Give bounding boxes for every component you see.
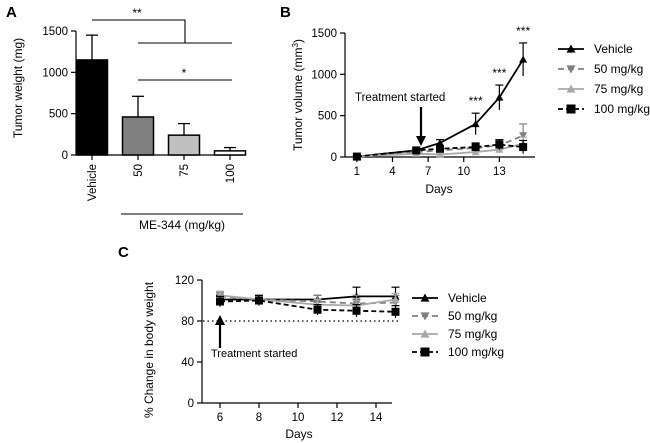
panel-c-data-point: [391, 307, 400, 316]
panel-b-series-line: [356, 134, 524, 158]
panel-b-data-point: [495, 140, 504, 149]
panel-b-legend-marker: [566, 44, 576, 53]
panel-c-legend: Vehicle 50 mg/kg 75 mg/kg 100 mg/kg: [412, 291, 504, 359]
panel-a-x-tick-label: 75: [179, 164, 191, 177]
panel-c-legend-marker: [420, 293, 430, 302]
panel-b-legend-label: 50 mg/kg: [594, 62, 643, 76]
panel-c-series-line: [219, 299, 396, 313]
panel-a-letter: A: [6, 4, 17, 21]
panel-c-legend-label: 100 mg/kg: [448, 345, 504, 359]
panel-b-x-tick-label: 4: [389, 166, 396, 178]
panel-b-annotation: Treatment started: [355, 92, 445, 104]
panel-b-sig-label: ***: [469, 94, 483, 108]
panel-a-y-tick-label: 1000: [42, 67, 68, 79]
panel-c-data-point: [391, 295, 400, 303]
panel-b-y-tick-label: 500: [318, 111, 337, 123]
panel-a: A Tumor weight (mg) 0 500 1000 1500 Vehicle…: [6, 4, 247, 232]
panel-c-x-tick-label: 14: [370, 412, 383, 424]
panel-b-x-tick-label: 10: [457, 166, 470, 178]
panel-c-series-3: [216, 294, 400, 318]
panel-c-y-tick-label: 0: [188, 398, 194, 410]
panel-b-y-tick-label: 1500: [311, 28, 337, 40]
panel-b-legend-marker: [566, 84, 576, 93]
panel-a-sig-label-1: **: [132, 6, 142, 20]
panel-b-legend-label: 100 mg/kg: [594, 102, 650, 116]
panel-c-x-tick-label: 12: [331, 412, 344, 424]
panel-b-legend-marker: [566, 65, 576, 74]
panel-c: C % Change in body weight 0 40 80 120 6 8 10 1…: [118, 244, 504, 441]
panel-b-sig-label: ***: [516, 24, 530, 38]
panel-a-sig-bracket-1: [92, 19, 186, 43]
panel-c-data-point: [216, 297, 224, 306]
panel-b-legend: Vehicle 50 mg/kg 75 mg/kg 100 mg/kg: [558, 42, 650, 116]
panel-c-x-tick-label: 10: [292, 412, 305, 424]
panel-b-y-axis-title-sup: 3: [291, 42, 300, 47]
panel-a-x-tick-label: 50: [133, 164, 145, 177]
panel-b-data-point: [436, 138, 444, 147]
panel-b-y-tick-label: 0: [331, 152, 337, 164]
panel-a-y-tick-label: 500: [49, 109, 68, 121]
panel-a-x-tick-label: 100: [225, 164, 237, 183]
panel-b-y-axis-title-end: ): [291, 39, 305, 43]
panel-b-data-point: [519, 55, 528, 63]
panel-a-x-axis-title: ME-344 (mg/kg): [139, 218, 225, 232]
panel-c-data-point: [313, 305, 322, 314]
panel-b-sig-label: ***: [492, 66, 506, 80]
panel-c-legend-marker: [420, 329, 430, 338]
panel-b-data-point: [471, 148, 480, 156]
panel-a-bar: [75, 59, 109, 156]
panel-b-data-point: [412, 146, 421, 155]
panel-c-x-axis-title: Days: [285, 427, 312, 441]
panel-b-arrow: [416, 107, 426, 146]
panel-b-series-3: [352, 139, 528, 161]
panel-c-y-tick-label: 120: [175, 275, 194, 287]
panel-b-legend-marker: [566, 104, 576, 114]
panel-c-data-point: [255, 296, 263, 305]
panel-b: B Tumor volume (mm3) 0 500 1000 1500 1 4 7 10 1…: [280, 4, 650, 196]
panel-b-x-tick-label: 1: [354, 166, 360, 178]
panel-c-y-tick-label: 40: [181, 357, 194, 369]
panel-b-x-axis-title: Days: [425, 182, 452, 196]
panel-c-arrow: [215, 315, 225, 348]
panel-b-letter: B: [280, 4, 291, 21]
panel-a-sig-label-2: *: [182, 66, 187, 80]
panel-b-data-point: [436, 144, 444, 153]
panel-b-data-point: [519, 143, 528, 152]
panel-b-data-point: [519, 132, 528, 140]
panel-b-y-axis-title: Tumor volume (mm3): [291, 39, 306, 151]
panel-b-data-point: [471, 143, 480, 152]
panel-c-y-tick-label: 80: [181, 316, 194, 328]
panel-c-letter: C: [118, 244, 129, 261]
panel-c-legend-marker: [420, 347, 430, 357]
panel-c-annotation: Treatment started: [211, 348, 297, 360]
panel-c-legend-label: Vehicle: [448, 291, 487, 305]
panel-c-x-tick-label: 6: [217, 412, 223, 424]
panel-b-data-point: [471, 119, 480, 128]
panel-b-y-tick-label: 1000: [311, 69, 337, 81]
panel-a-x-tick-label: Vehicle: [87, 164, 99, 201]
panel-b-data-point: [495, 93, 504, 101]
panel-b-legend-label: Vehicle: [594, 42, 633, 56]
panel-a-y-axis-title: Tumor weight (mg): [11, 38, 25, 138]
panel-b-x-tick-label: 7: [425, 166, 431, 178]
panel-c-y-axis-title: % Change in body weight: [142, 281, 156, 418]
panel-a-bar: [213, 150, 247, 156]
panel-c-x-tick-label: 8: [256, 412, 262, 424]
panel-a-bar: [167, 134, 201, 156]
panel-c-legend-marker: [420, 312, 430, 321]
panel-a-bar: [121, 116, 155, 156]
panel-b-data-point: [352, 152, 361, 161]
panel-a-y-tick-label: 0: [62, 150, 68, 162]
panel-a-y-tick-label: 1500: [42, 26, 68, 38]
panel-c-legend-label: 50 mg/kg: [448, 309, 497, 323]
panel-b-x-tick-label: 13: [493, 166, 506, 178]
panel-c-legend-label: 75 mg/kg: [448, 327, 497, 341]
panel-b-data-point: [436, 150, 444, 158]
panel-b-y-axis-title-base: Tumor volume (mm: [291, 47, 305, 151]
panel-c-series-2: [216, 290, 400, 313]
panel-b-legend-label: 75 mg/kg: [594, 82, 643, 96]
panel-c-data-point: [352, 306, 361, 315]
